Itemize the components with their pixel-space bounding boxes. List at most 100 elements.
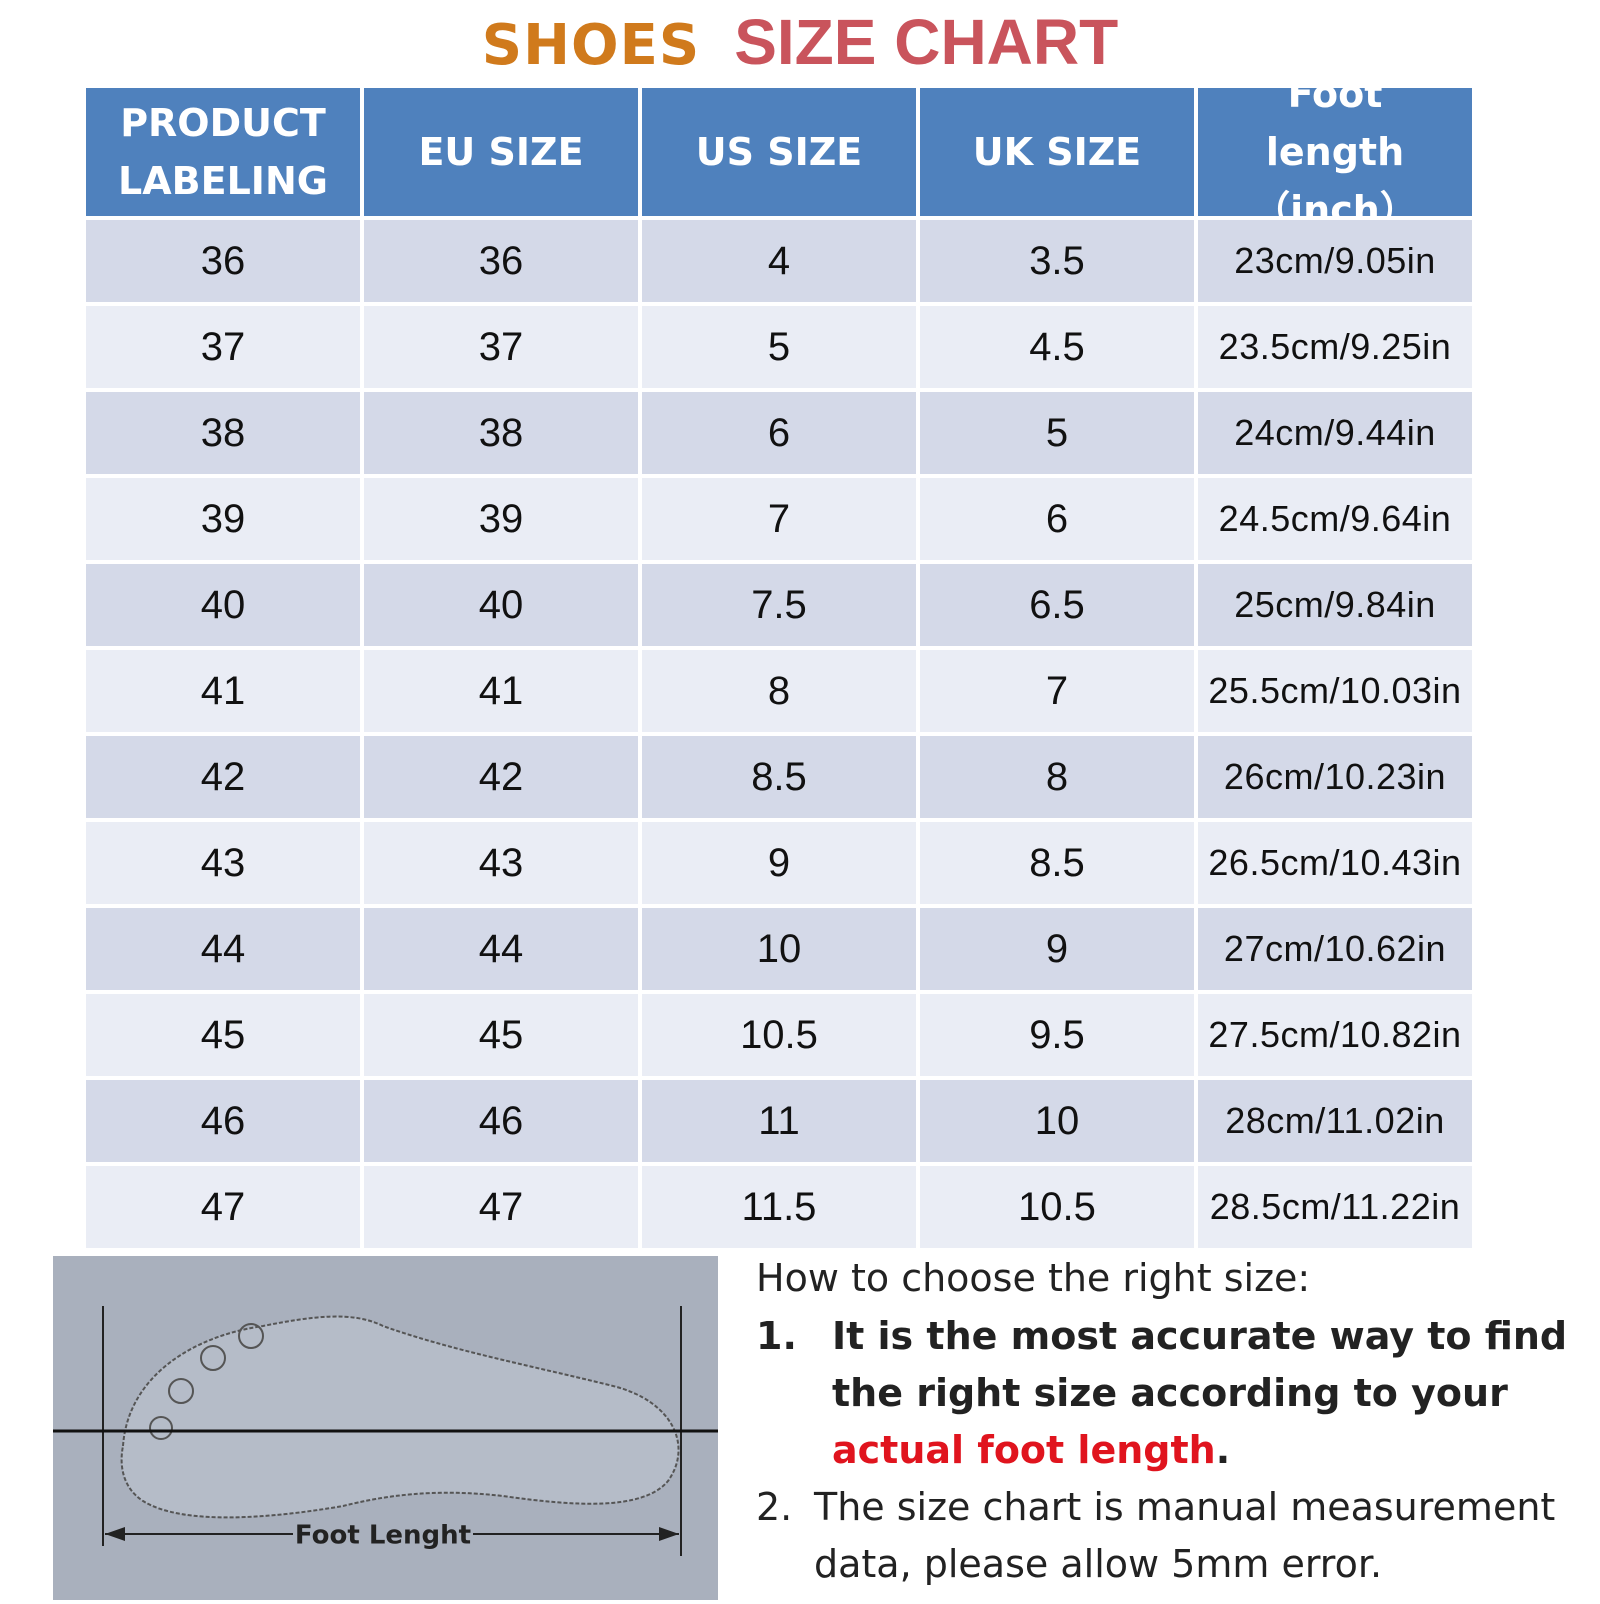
- header-cell: Foot length（inch）: [1198, 72, 1472, 232]
- table-cell: 24cm/9.44in: [1198, 392, 1472, 474]
- item-text: It is the most accurate way to find the …: [832, 1308, 1596, 1479]
- table-cell: 28cm/11.02in: [1198, 1080, 1472, 1162]
- table-cell: 6.5: [920, 564, 1194, 646]
- table-cell: 47: [364, 1166, 638, 1248]
- table-cell: 10.5: [642, 994, 916, 1076]
- table-cell: 24.5cm/9.64in: [1198, 478, 1472, 560]
- table-cell: 37: [364, 306, 638, 388]
- table-cell: 9.5: [920, 994, 1194, 1076]
- table-cell: 3.5: [920, 220, 1194, 302]
- table-cell: 44: [364, 908, 638, 990]
- table-cell: 9: [642, 822, 916, 904]
- toe: [149, 1416, 173, 1440]
- table-row: 40 40 7.5 6.5 25cm/9.84in: [86, 560, 1478, 646]
- table-cell: 25cm/9.84in: [1198, 564, 1472, 646]
- item-end: .: [1215, 1428, 1231, 1472]
- table-cell: 11.5: [642, 1166, 916, 1248]
- table-cell: 11: [642, 1080, 916, 1162]
- table-row: 37 37 5 4.5 23.5cm/9.25in: [86, 302, 1478, 388]
- table-cell: 9: [920, 908, 1194, 990]
- table-cell: 42: [86, 736, 360, 818]
- instruction-item: 1. It is the most accurate way to find t…: [756, 1308, 1596, 1479]
- table-row: 38 38 6 5 24cm/9.44in: [86, 388, 1478, 474]
- foot-drawing: Foot Lenght: [53, 1306, 718, 1556]
- footprint: [120, 1315, 680, 1519]
- table-row: 43 43 9 8.5 26.5cm/10.43in: [86, 818, 1478, 904]
- toe: [168, 1378, 194, 1404]
- header-cell: PRODUCT LABELING: [86, 88, 360, 216]
- table-cell: 7.5: [642, 564, 916, 646]
- table-cell: 40: [86, 564, 360, 646]
- title: SHOES SIZE CHART: [0, 0, 1600, 88]
- item-number: 2.: [756, 1485, 793, 1529]
- table-cell: 10.5: [920, 1166, 1194, 1248]
- table-cell: 42: [364, 736, 638, 818]
- foot-diagram: Foot Lenght: [53, 1256, 718, 1600]
- table-row: 42 42 8.5 8 26cm/10.23in: [86, 732, 1478, 818]
- table-cell: 47: [86, 1166, 360, 1248]
- table-cell: 46: [86, 1080, 360, 1162]
- table-cell: 38: [364, 392, 638, 474]
- table-cell: 23.5cm/9.25in: [1198, 306, 1472, 388]
- table-row: 39 39 7 6 24.5cm/9.64in: [86, 474, 1478, 560]
- table-cell: 7: [642, 478, 916, 560]
- table-cell: 23cm/9.05in: [1198, 220, 1472, 302]
- table-cell: 40: [364, 564, 638, 646]
- header-cell: US SIZE: [642, 88, 916, 216]
- instructions-heading: How to choose the right size:: [756, 1256, 1311, 1300]
- table-cell: 36: [86, 220, 360, 302]
- table-cell: 8.5: [920, 822, 1194, 904]
- item-number: 1.: [756, 1314, 797, 1358]
- table-cell: 39: [86, 478, 360, 560]
- diagram-label: Foot Lenght: [295, 1521, 471, 1551]
- table-cell: 41: [364, 650, 638, 732]
- table-cell: 37: [86, 306, 360, 388]
- table-cell: 6: [642, 392, 916, 474]
- toe: [238, 1323, 264, 1349]
- table-cell: 8: [920, 736, 1194, 818]
- table-row: 46 46 11 10 28cm/11.02in: [86, 1076, 1478, 1162]
- table-cell: 8.5: [642, 736, 916, 818]
- table-row: 45 45 10.5 9.5 27.5cm/10.82in: [86, 990, 1478, 1076]
- table-cell: 39: [364, 478, 638, 560]
- table-cell: 5: [920, 392, 1194, 474]
- instruction-item: 2. The size chart is manual measurement …: [756, 1479, 1596, 1593]
- item-text-main: It is the most accurate way to find the …: [832, 1314, 1568, 1415]
- table-cell: 27cm/10.62in: [1198, 908, 1472, 990]
- table-row: 41 41 8 7 25.5cm/10.03in: [86, 646, 1478, 732]
- item-highlight: actual foot length: [832, 1428, 1216, 1472]
- table-cell: 46: [364, 1080, 638, 1162]
- table-cell: 36: [364, 220, 638, 302]
- table-cell: 41: [86, 650, 360, 732]
- table-cell: 43: [86, 822, 360, 904]
- table-cell: 44: [86, 908, 360, 990]
- table-row: 36 36 4 3.5 23cm/9.05in: [86, 216, 1478, 302]
- table-cell: 10: [920, 1080, 1194, 1162]
- item-text: The size chart is manual measurement dat…: [814, 1485, 1556, 1586]
- label-bg: [293, 1518, 473, 1550]
- size-table: PRODUCT LABELING EU SIZE US SIZE UK SIZE Foo…: [86, 72, 1478, 1248]
- table-cell: 27.5cm/10.82in: [1198, 994, 1472, 1076]
- title-part: SHOES: [481, 13, 701, 78]
- table-cell: 4: [642, 220, 916, 302]
- table-cell: 6: [920, 478, 1194, 560]
- table-cell: 43: [364, 822, 638, 904]
- table-cell: 4.5: [920, 306, 1194, 388]
- table-cell: 7: [920, 650, 1194, 732]
- table-cell: 38: [86, 392, 360, 474]
- table-cell: 26cm/10.23in: [1198, 736, 1472, 818]
- table-row: 44 44 10 9 27cm/10.62in: [86, 904, 1478, 990]
- table-cell: 10: [642, 908, 916, 990]
- toe: [200, 1345, 226, 1371]
- instructions: How to choose the right size: 1. It is t…: [756, 1248, 1596, 1593]
- header-cell: UK SIZE: [920, 88, 1194, 216]
- title-part: SIZE CHART: [734, 6, 1119, 78]
- table-cell: 28.5cm/11.22in: [1198, 1166, 1472, 1248]
- table-cell: 45: [86, 994, 360, 1076]
- header-cell: EU SIZE: [364, 88, 638, 216]
- header-row: PRODUCT LABELING EU SIZE US SIZE UK SIZE Foo…: [86, 72, 1478, 232]
- table-row: 47 47 11.5 10.5 28.5cm/11.22in: [86, 1162, 1478, 1248]
- table-cell: 8: [642, 650, 916, 732]
- table-cell: 45: [364, 994, 638, 1076]
